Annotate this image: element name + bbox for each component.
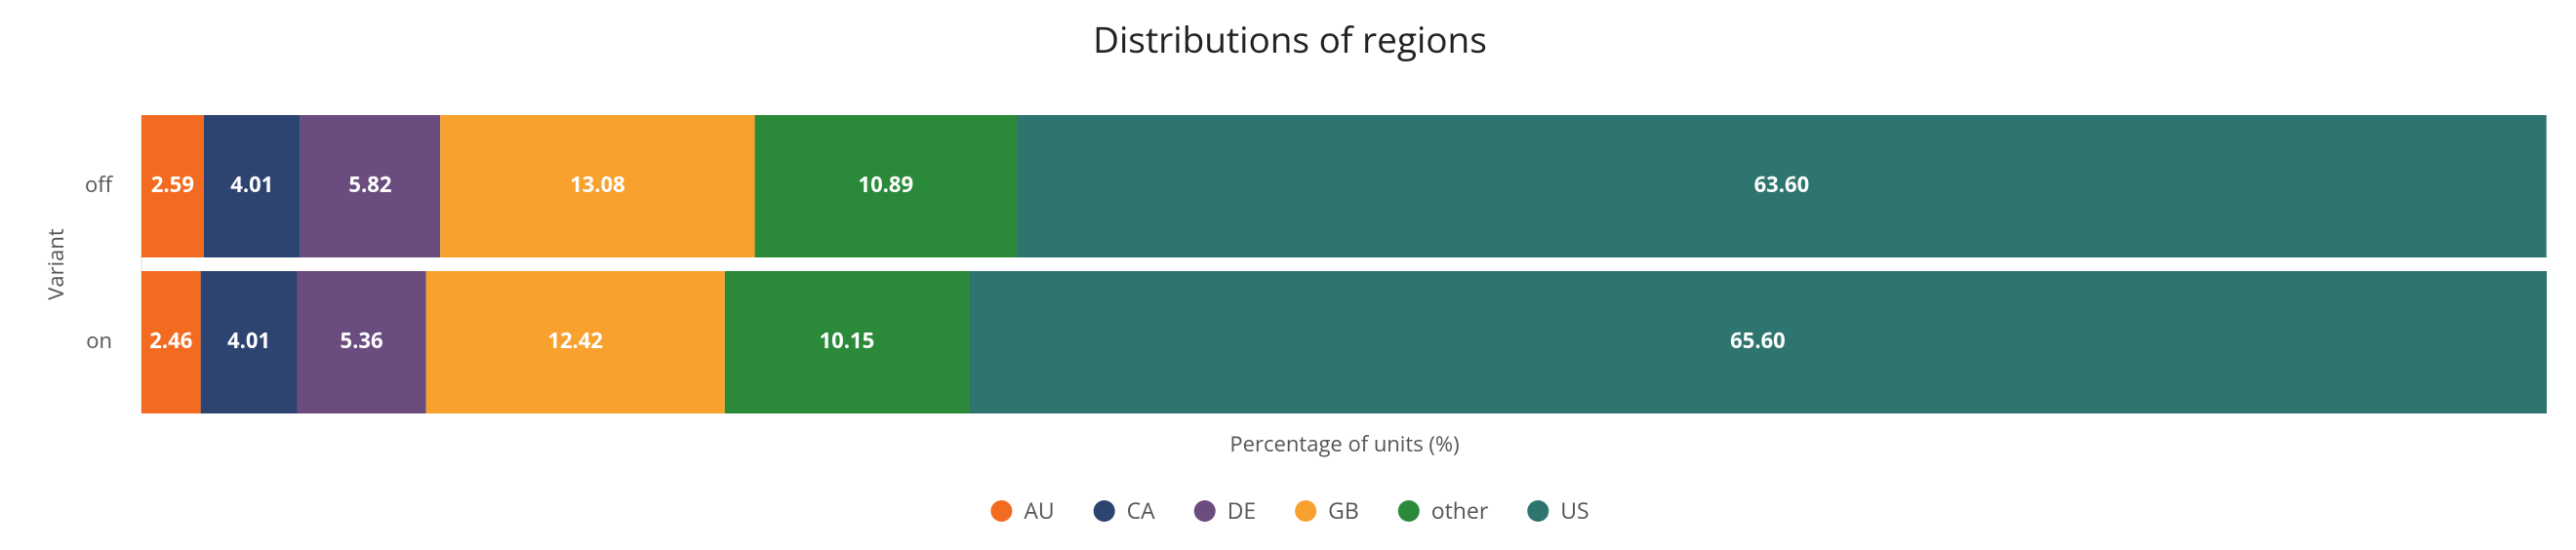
data-label: 4.01	[230, 170, 273, 199]
y-axis-label: Variant	[41, 228, 70, 300]
legend-label: GB	[1328, 494, 1359, 526]
data-label: 65.60	[1730, 326, 1786, 355]
bar-segment	[141, 115, 204, 257]
legend-marker	[1295, 500, 1317, 522]
data-label: 63.60	[1754, 170, 1810, 199]
legend-marker	[990, 500, 1013, 522]
y-tick-label: off	[85, 170, 113, 199]
legend-marker	[1093, 500, 1115, 522]
data-label: 12.42	[547, 326, 603, 355]
x-axis-label: Percentage of units (%)	[1229, 429, 1459, 458]
data-label: 2.59	[151, 170, 194, 199]
data-label: 13.08	[570, 170, 625, 199]
bar-segment	[968, 271, 2548, 413]
legend-label: CA	[1127, 494, 1155, 526]
bar-segment	[440, 115, 755, 257]
bar-segment	[754, 115, 1018, 257]
bar-segment	[200, 271, 298, 413]
data-label: 5.82	[348, 170, 391, 199]
bar-segment	[297, 271, 426, 413]
data-label: 10.89	[858, 170, 913, 199]
data-label: 10.15	[820, 326, 875, 355]
legend-label: AU	[1024, 494, 1054, 526]
bar-segment	[724, 271, 969, 413]
bar-segment	[300, 115, 441, 257]
legend-marker	[1193, 500, 1216, 522]
legend-label: other	[1431, 494, 1489, 526]
bar-segment	[1017, 115, 2547, 257]
legend-marker	[1527, 500, 1550, 522]
data-label: 2.46	[149, 326, 192, 355]
legend-label: US	[1560, 494, 1589, 526]
legend-marker	[1397, 500, 1420, 522]
data-label: 5.36	[341, 326, 383, 355]
chart-title: Distributions of regions	[1093, 14, 1487, 63]
y-tick-label: on	[86, 326, 112, 355]
data-label: 4.01	[227, 326, 270, 355]
bar-segment	[141, 271, 201, 413]
bar-segment	[425, 271, 725, 413]
bar-segment	[203, 115, 301, 257]
legend-label: DE	[1228, 494, 1256, 526]
